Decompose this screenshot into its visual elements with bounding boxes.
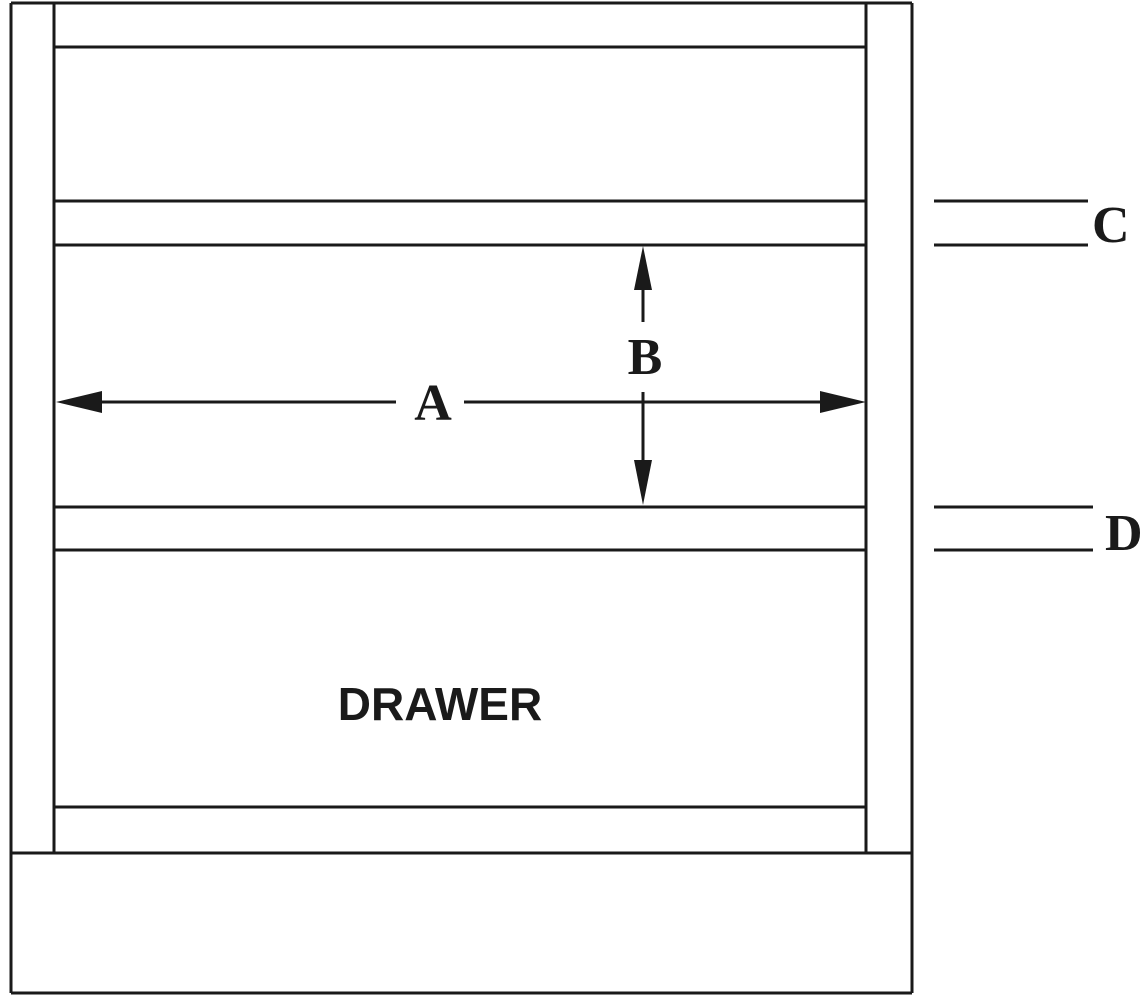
- dimension-a: A: [56, 375, 866, 432]
- callout-d-label: D: [1105, 505, 1143, 562]
- callout-c-label: C: [1092, 197, 1130, 254]
- drawer-label: DRAWER: [338, 678, 542, 730]
- callout-c: C: [934, 197, 1130, 254]
- cabinet-frame: [9, 1, 914, 995]
- dimension-b: B: [628, 246, 663, 505]
- dimension-b-down-arrowhead: [634, 460, 652, 505]
- dimension-b-label: B: [628, 329, 663, 386]
- callout-d: D: [934, 505, 1143, 562]
- dimension-a-right-arrowhead: [820, 391, 866, 413]
- rails: [54, 45, 866, 809]
- dimension-b-up-arrowhead: [634, 246, 652, 290]
- dimension-a-left-arrowhead: [56, 391, 102, 413]
- dimension-a-label: A: [414, 375, 452, 432]
